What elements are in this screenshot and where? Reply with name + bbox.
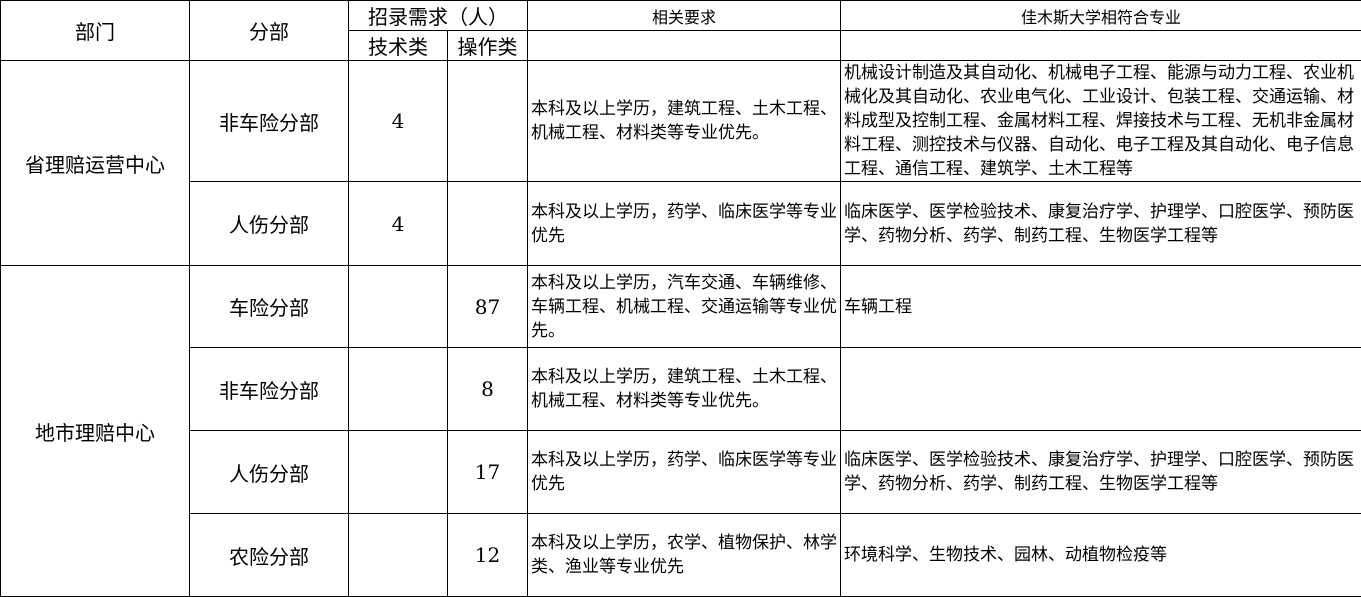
header-majors: 佳木斯大学相符合专业 — [841, 1, 1361, 31]
branch-cell: 农险分部 — [190, 514, 349, 597]
header-empty — [841, 31, 1361, 61]
branch-cell: 车险分部 — [190, 266, 349, 348]
table-row: 省理赔运营中心 非车险分部 4 本科及以上学历，建筑工程、土木工程、机械工程、材… — [1, 61, 1361, 182]
requirements-cell: 本科及以上学历，建筑工程、土木工程、机械工程、材料类等专业优先。 — [528, 348, 841, 431]
header-tech: 技术类 — [349, 31, 448, 61]
header-requirements: 相关要求 — [528, 1, 841, 31]
majors-cell: 机械设计制造及其自动化、机械电子工程、能源与动力工程、农业机械化及其自动化、农业… — [841, 61, 1361, 182]
header-branch: 分部 — [190, 1, 349, 61]
header-empty — [528, 31, 841, 61]
tech-cell — [349, 348, 448, 431]
header-ops: 操作类 — [448, 31, 528, 61]
tech-cell: 4 — [349, 61, 448, 182]
majors-cell: 临床医学、医学检验技术、康复治疗学、护理学、口腔医学、预防医学、药物分析、药学、… — [841, 431, 1361, 514]
majors-cell: 临床医学、医学检验技术、康复治疗学、护理学、口腔医学、预防医学、药物分析、药学、… — [841, 182, 1361, 266]
tech-cell: 4 — [349, 182, 448, 266]
requirements-cell: 本科及以上学历，汽车交通、车辆维修、车辆工程、机械工程、交通运输等专业优先。 — [528, 266, 841, 348]
ops-cell: 87 — [448, 266, 528, 348]
requirements-cell: 本科及以上学历，药学、临床医学等专业优先 — [528, 182, 841, 266]
majors-cell — [841, 348, 1361, 431]
ops-cell: 17 — [448, 431, 528, 514]
tech-cell — [349, 431, 448, 514]
header-dept: 部门 — [1, 1, 190, 61]
branch-cell: 人伤分部 — [190, 431, 349, 514]
table-row: 人伤分部 4 本科及以上学历，药学、临床医学等专业优先 临床医学、医学检验技术、… — [1, 182, 1361, 266]
requirements-cell: 本科及以上学历，药学、临床医学等专业优先 — [528, 431, 841, 514]
majors-cell: 环境科学、生物技术、园林、动植物检疫等 — [841, 514, 1361, 597]
table-row: 农险分部 12 本科及以上学历，农学、植物保护、林学类、渔业等专业优先 环境科学… — [1, 514, 1361, 597]
ops-cell — [448, 61, 528, 182]
tech-cell — [349, 514, 448, 597]
branch-cell: 非车险分部 — [190, 348, 349, 431]
ops-cell: 8 — [448, 348, 528, 431]
header-demand: 招录需求（人） — [349, 1, 528, 31]
branch-cell: 人伤分部 — [190, 182, 349, 266]
table-row: 人伤分部 17 本科及以上学历，药学、临床医学等专业优先 临床医学、医学检验技术… — [1, 431, 1361, 514]
requirements-cell: 本科及以上学历，建筑工程、土木工程、机械工程、材料类等专业优先。 — [528, 61, 841, 182]
majors-cell: 车辆工程 — [841, 266, 1361, 348]
tech-cell — [349, 266, 448, 348]
ops-cell: 12 — [448, 514, 528, 597]
dept-cell: 地市理赔中心 — [1, 266, 190, 597]
branch-cell: 非车险分部 — [190, 61, 349, 182]
ops-cell — [448, 182, 528, 266]
table-row: 非车险分部 8 本科及以上学历，建筑工程、土木工程、机械工程、材料类等专业优先。 — [1, 348, 1361, 431]
dept-cell: 省理赔运营中心 — [1, 61, 190, 266]
requirements-cell: 本科及以上学历，农学、植物保护、林学类、渔业等专业优先 — [528, 514, 841, 597]
table-row: 地市理赔中心 车险分部 87 本科及以上学历，汽车交通、车辆维修、车辆工程、机械… — [1, 266, 1361, 348]
